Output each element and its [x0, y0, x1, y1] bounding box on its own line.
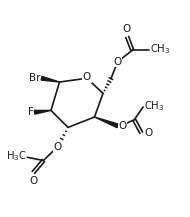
- Text: O: O: [123, 24, 131, 34]
- Text: F: F: [28, 107, 34, 117]
- Text: H$_3$C: H$_3$C: [6, 150, 26, 163]
- Text: O: O: [144, 128, 153, 138]
- Text: O: O: [54, 142, 62, 152]
- Polygon shape: [41, 76, 59, 82]
- Text: O: O: [119, 121, 127, 131]
- Polygon shape: [34, 110, 51, 114]
- Text: O: O: [83, 72, 91, 82]
- Text: O: O: [114, 57, 122, 67]
- Text: CH$_3$: CH$_3$: [144, 99, 165, 113]
- Polygon shape: [94, 117, 118, 128]
- Text: Br: Br: [29, 73, 41, 83]
- Text: CH$_3$: CH$_3$: [150, 43, 170, 56]
- Text: O: O: [29, 176, 37, 186]
